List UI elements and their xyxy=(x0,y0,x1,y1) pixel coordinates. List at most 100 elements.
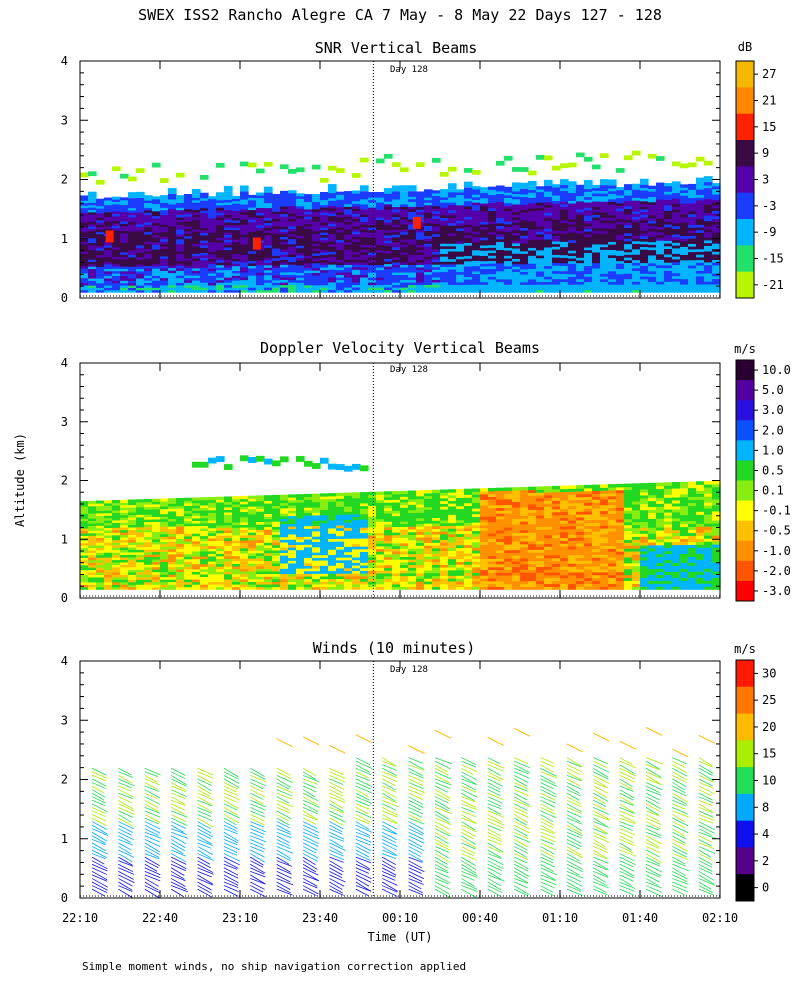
snr-cell xyxy=(376,222,385,226)
snr-cell xyxy=(368,262,377,266)
snr-cell xyxy=(264,249,273,253)
snr-cell xyxy=(632,197,641,201)
snr-cell xyxy=(456,222,465,226)
doppler-cell xyxy=(128,534,137,538)
snr-cell xyxy=(360,287,369,291)
doppler-cell xyxy=(216,509,225,513)
snr-cell xyxy=(360,216,369,220)
doppler-cell xyxy=(224,542,233,546)
doppler-cell xyxy=(120,551,129,556)
snr-cell xyxy=(168,270,177,274)
snr-cell xyxy=(600,206,609,210)
doppler-cell xyxy=(104,581,113,585)
doppler-cell xyxy=(384,496,393,501)
doppler-cell xyxy=(192,538,201,542)
snr-cell xyxy=(664,213,673,217)
snr-cell xyxy=(448,250,457,255)
snr-cell xyxy=(456,212,465,216)
snr-cell xyxy=(360,276,369,281)
snr-cell xyxy=(424,284,433,288)
snr-cell xyxy=(120,266,129,269)
snr-cell xyxy=(272,289,281,293)
doppler-cell xyxy=(352,513,361,518)
doppler-cell xyxy=(424,531,433,535)
snr-cell xyxy=(576,265,585,269)
snr-cell xyxy=(712,256,721,260)
snr-cell xyxy=(112,232,121,236)
snr-cell xyxy=(296,203,305,207)
snr-cell xyxy=(328,286,337,291)
snr-cell xyxy=(304,250,313,254)
snr-cell xyxy=(360,246,369,250)
snr-cell xyxy=(712,232,721,236)
snr-cell xyxy=(632,286,641,290)
snr-cell xyxy=(544,244,553,248)
doppler-cell xyxy=(208,520,217,524)
snr-cell xyxy=(272,235,281,239)
doppler-cell xyxy=(216,504,225,508)
snr-cell xyxy=(712,245,721,250)
doppler-cell xyxy=(80,527,89,532)
snr-cell xyxy=(536,202,545,206)
snr-cell xyxy=(632,240,641,244)
snr-cell xyxy=(280,246,289,250)
snr-cell xyxy=(352,198,361,202)
doppler-cell xyxy=(216,550,225,554)
snr-cell xyxy=(456,225,465,229)
doppler-cell xyxy=(104,505,113,509)
snr-cell xyxy=(256,289,265,293)
doppler-cell xyxy=(96,520,105,524)
snr-cell xyxy=(352,261,361,265)
snr-cell xyxy=(560,198,569,202)
doppler-cell xyxy=(408,531,417,535)
snr-cell xyxy=(256,207,265,211)
doppler-cell xyxy=(160,538,169,542)
doppler-cell xyxy=(344,556,353,561)
snr-cell xyxy=(376,217,385,221)
doppler-cell xyxy=(416,580,425,585)
snr-cell xyxy=(192,287,201,291)
doppler-cell xyxy=(336,511,345,515)
snr-cell xyxy=(480,276,489,280)
doppler-cell xyxy=(384,583,393,588)
doppler-cell xyxy=(272,523,281,527)
snr-cell xyxy=(176,231,185,235)
snr-cell xyxy=(80,248,89,252)
snr-cell xyxy=(280,271,289,275)
snr-cell xyxy=(488,247,497,251)
doppler-cell xyxy=(88,535,97,539)
snr-cell xyxy=(168,240,177,244)
doppler-cell xyxy=(392,548,401,552)
snr-cell xyxy=(376,224,385,228)
doppler-cell xyxy=(424,520,433,524)
snr-cell xyxy=(328,269,337,273)
colorbar-label: -21 xyxy=(762,278,784,292)
snr-cell xyxy=(536,278,545,283)
doppler-cell xyxy=(208,545,217,549)
doppler-cell xyxy=(272,521,281,525)
doppler-cell xyxy=(368,572,377,577)
snr-cell xyxy=(680,267,689,272)
snr-cell xyxy=(640,265,649,269)
doppler-cell xyxy=(88,574,97,578)
snr-cell xyxy=(384,188,393,192)
snr-cell xyxy=(456,215,465,219)
snr-cell xyxy=(568,218,577,222)
snr-cell xyxy=(288,210,297,214)
doppler-cell xyxy=(320,527,329,532)
snr-cell xyxy=(392,256,401,260)
snr-cell xyxy=(400,191,409,195)
snr-cell xyxy=(712,210,721,214)
snr-cell xyxy=(240,249,249,253)
snr-cell xyxy=(144,277,153,281)
snr-cell xyxy=(344,228,353,233)
snr-cell xyxy=(152,251,161,255)
snr-cell xyxy=(640,211,649,215)
doppler-cell xyxy=(288,554,297,559)
snr-cell xyxy=(104,223,113,227)
snr-cell xyxy=(304,265,313,269)
snr-cell xyxy=(280,193,289,197)
doppler-cell xyxy=(152,551,161,555)
snr-cell xyxy=(536,188,545,193)
snr-cell xyxy=(680,163,689,169)
